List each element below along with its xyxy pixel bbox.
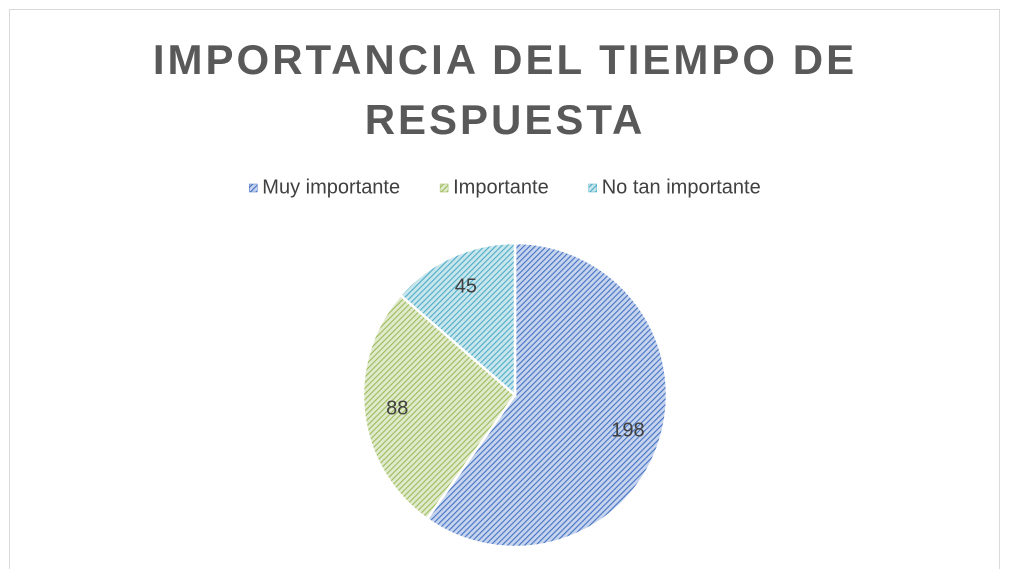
legend-marker [249,183,258,193]
pie-slice [398,241,517,398]
legend-label: Muy importante [262,176,400,198]
legend-marker [588,183,597,193]
chart-frame [9,9,1000,569]
legend-item: Importante [439,176,549,198]
legend-label: Importante [453,176,549,198]
legend-label: No tan importante [602,176,761,198]
pie-slice [425,241,669,549]
chart-title: IMPORTANCIA DEL TIEMPO DE RESPUESTA [152,36,858,143]
data-label: 88 [386,397,408,419]
data-label: 45 [455,275,477,297]
legend-marker [439,183,449,193]
pie-slice [361,293,517,521]
data-label: 198 [611,419,644,441]
legend-item: No tan importante [588,176,761,198]
legend-item: Muy importante [249,176,400,198]
